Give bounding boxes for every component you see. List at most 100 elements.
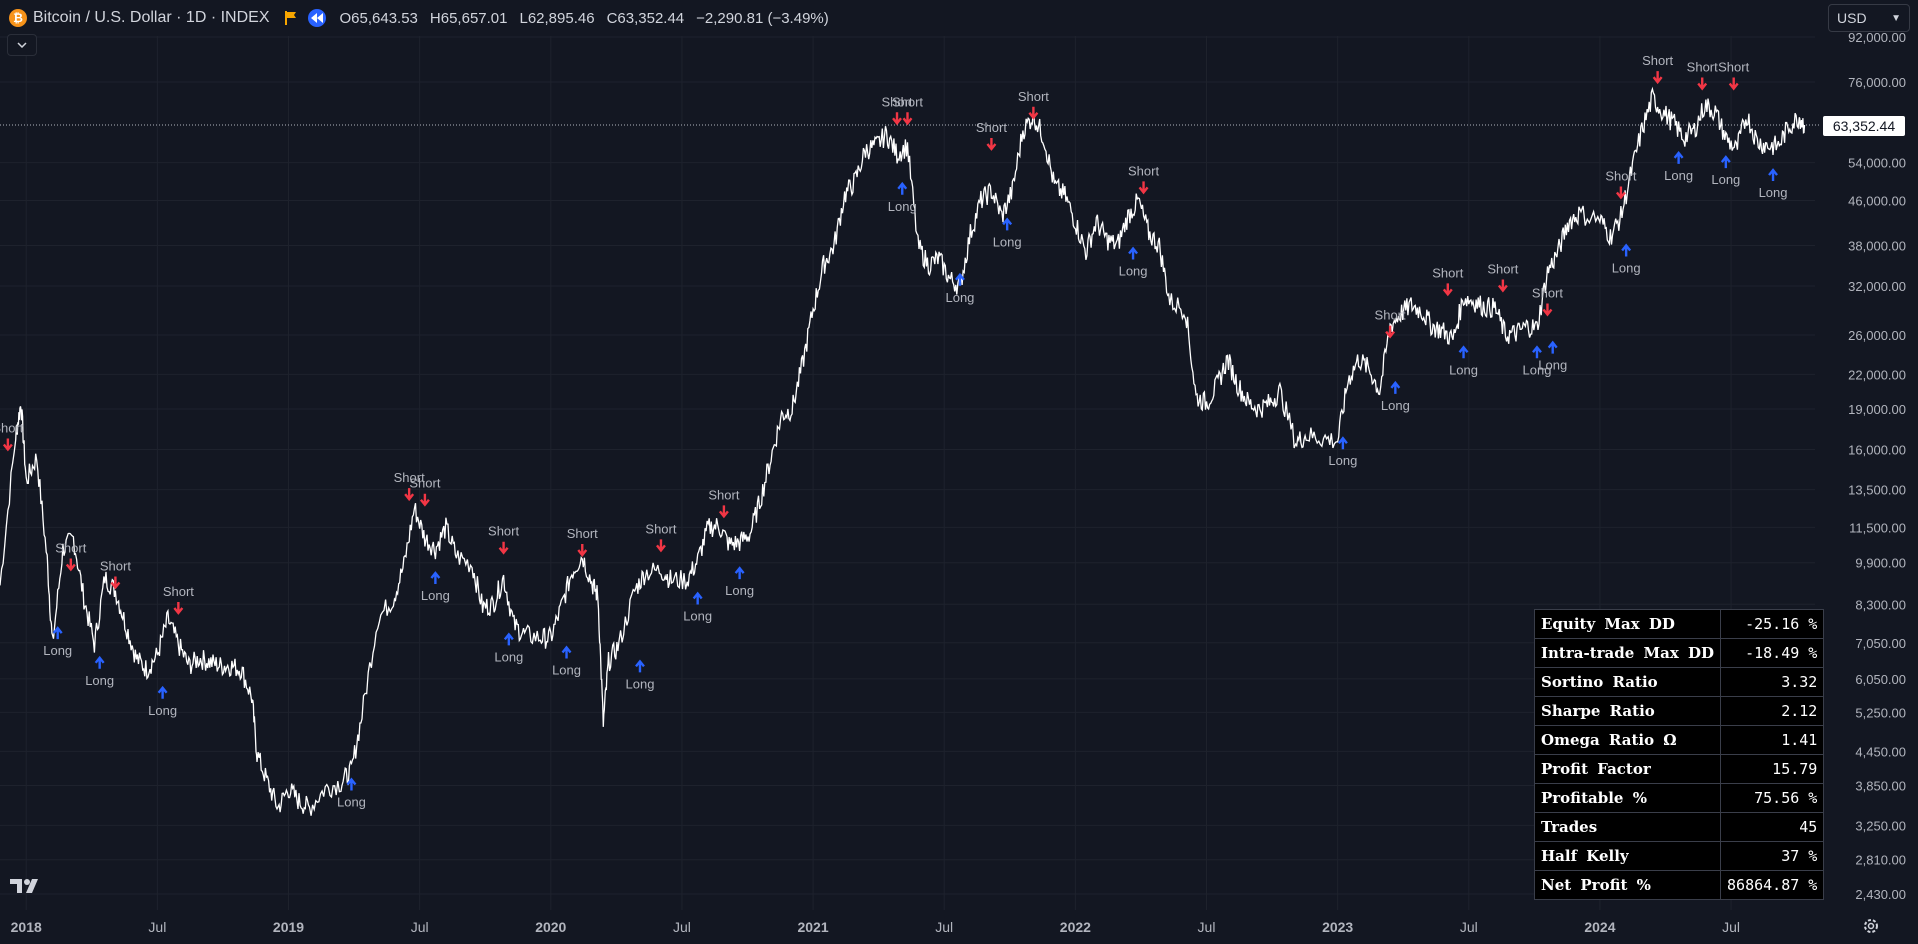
short-arrow-icon: [65, 558, 76, 572]
stat-label: Half Kelly: [1533, 841, 1722, 871]
long-signal-label: Long: [552, 662, 581, 677]
x-tick-label: Jul: [1460, 919, 1478, 935]
stat-value: 45: [1720, 812, 1825, 842]
symbol-title[interactable]: Bitcoin / U.S. Dollar · 1D · INDEX: [33, 9, 270, 26]
short-arrow-icon: [1028, 106, 1039, 120]
short-arrow-icon: [577, 544, 588, 557]
x-tick-label: 2019: [273, 919, 304, 935]
gear-icon[interactable]: [1862, 917, 1880, 935]
ohlc-open: O65,643.53: [339, 9, 418, 27]
x-tick-label: 2018: [11, 919, 42, 935]
y-tick-label: 5,250.00: [1855, 705, 1906, 720]
stat-label: Sortino Ratio: [1533, 667, 1722, 697]
short-arrow-icon: [498, 541, 509, 555]
long-arrow-icon: [1337, 436, 1348, 450]
stat-value: 3.32: [1720, 667, 1825, 697]
last-price-label: 63,352.44: [1823, 116, 1905, 136]
rewind-icon[interactable]: [307, 9, 326, 27]
long-arrow-icon: [157, 685, 168, 699]
long-signal-label: Long: [725, 583, 754, 598]
tradingview-logo-icon[interactable]: [10, 877, 44, 895]
stats-row: Intra-trade Max DD -18.49 %: [1533, 638, 1825, 668]
short-signal-label: Short: [1642, 53, 1673, 68]
long-arrow-icon: [955, 272, 965, 286]
stat-value: 37 %: [1720, 841, 1825, 871]
long-signal-label: Long: [337, 794, 366, 809]
stat-label: Profit Factor: [1533, 754, 1722, 784]
y-tick-label: 19,000.00: [1848, 402, 1906, 417]
currency-select[interactable]: USD ▼: [1828, 4, 1910, 32]
long-arrow-icon: [1720, 155, 1731, 169]
long-arrow-icon: [734, 566, 745, 580]
bitcoin-logo-icon: ₿: [9, 9, 27, 27]
ohlc-values: O65,643.53 H65,657.01 L62,895.46 C63,352…: [340, 10, 829, 27]
short-signal-label: Short: [163, 584, 194, 599]
short-arrow-icon: [902, 112, 913, 126]
stat-label: Profitable %: [1533, 783, 1722, 813]
stat-value: -18.49 %: [1720, 638, 1825, 668]
y-tick-label: 2,430.00: [1855, 887, 1906, 902]
long-signal-label: Long: [945, 290, 974, 305]
long-signal-label: Long: [626, 676, 655, 691]
long-signal-label: Long: [43, 643, 72, 658]
long-arrow-icon: [1547, 340, 1558, 354]
short-arrow-icon: [1385, 325, 1396, 339]
long-arrow-icon: [1390, 380, 1401, 394]
stat-label: Equity Max DD: [1533, 609, 1722, 639]
short-signal-label: Short: [0, 420, 24, 435]
stats-table: Equity Max DD -25.16 % Intra-trade Max DD -…: [1533, 609, 1825, 900]
long-signal-label: Long: [1328, 453, 1357, 468]
stats-row: Sharpe Ratio 2.12: [1533, 696, 1825, 726]
stat-label: Sharpe Ratio: [1533, 696, 1722, 726]
long-arrow-icon: [1002, 217, 1013, 231]
long-arrow-icon: [897, 181, 908, 195]
ohlc-low: L62,895.46: [519, 9, 595, 27]
ohlc-high: H65,657.01: [429, 9, 508, 27]
short-arrow-icon: [2, 438, 13, 452]
chevron-down-icon: [17, 42, 27, 48]
short-signal-label: Short: [976, 120, 1007, 135]
y-tick-label: 54,000.00: [1848, 156, 1906, 171]
long-signal-label: Long: [85, 673, 114, 688]
long-arrow-icon: [692, 591, 703, 605]
short-signal-label: Short: [409, 476, 440, 491]
short-arrow-icon: [1728, 77, 1739, 91]
flag-icon[interactable]: [284, 10, 298, 26]
short-signal-label: Short: [1432, 265, 1463, 280]
short-arrow-icon: [986, 137, 997, 151]
stat-label: Trades: [1533, 812, 1722, 842]
long-signal-label: Long: [1759, 185, 1788, 200]
y-tick-label: 16,000.00: [1848, 443, 1906, 458]
short-arrow-icon: [718, 505, 729, 519]
short-signal-label: Short: [892, 94, 923, 109]
short-arrow-icon: [1542, 303, 1553, 317]
short-signal-label: Short: [1605, 168, 1636, 183]
chart-header: ₿ Bitcoin / U.S. Dollar · 1D · INDEX O65…: [0, 0, 829, 36]
short-arrow-icon: [656, 539, 666, 553]
long-signal-label: Long: [494, 649, 523, 664]
stats-row: Profitable % 75.56 %: [1533, 783, 1825, 813]
long-arrow-icon: [94, 655, 105, 669]
stats-row: Profit Factor 15.79: [1533, 754, 1825, 784]
long-arrow-icon: [1673, 150, 1684, 164]
long-signal-label: Long: [148, 703, 177, 718]
y-tick-label: 26,000.00: [1848, 328, 1906, 343]
long-arrow-icon: [561, 645, 572, 659]
short-signal-label: Short: [1687, 60, 1718, 75]
short-signal-label: Short: [488, 524, 519, 539]
long-signal-label: Long: [888, 199, 917, 214]
long-signal-label: Long: [1381, 398, 1410, 413]
long-arrow-icon: [430, 571, 441, 584]
stat-value: 15.79: [1720, 754, 1825, 784]
collapse-legend-button[interactable]: [7, 34, 37, 56]
short-signal-label: Short: [1532, 286, 1563, 301]
short-arrow-icon: [1652, 71, 1663, 85]
price-series-line: [0, 86, 1806, 816]
long-signal-label: Long: [993, 234, 1022, 249]
long-arrow-icon: [503, 632, 514, 646]
x-tick-label: 2022: [1060, 919, 1091, 935]
long-signal-label: Long: [1449, 362, 1478, 377]
x-tick-label: Jul: [673, 919, 691, 935]
stat-value: 75.56 %: [1720, 783, 1825, 813]
